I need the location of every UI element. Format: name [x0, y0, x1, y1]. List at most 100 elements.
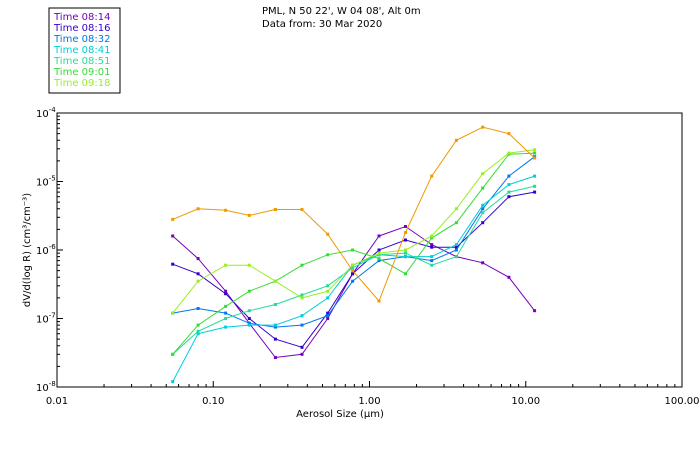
y-tick-exponent: -8 [49, 380, 56, 388]
data-point [273, 325, 277, 329]
series-line [172, 175, 535, 382]
legend-entry: Time 08:14 [53, 12, 110, 23]
data-point [430, 174, 434, 178]
y-tick-label: 10-4 [36, 106, 56, 120]
data-point [326, 314, 330, 318]
data-point [404, 251, 407, 255]
data-point [481, 261, 485, 265]
y-tick-mantissa: 10 [36, 246, 49, 257]
data-point [507, 275, 511, 279]
y-tick-exponent: -4 [49, 106, 57, 114]
data-point [507, 183, 511, 187]
data-point [273, 337, 277, 341]
data-point [300, 323, 304, 327]
data-point [247, 321, 251, 325]
x-tick-label: 0.10 [202, 396, 224, 407]
data-point [481, 186, 485, 190]
data-point [454, 221, 458, 225]
data-point [377, 299, 381, 303]
y-tick-label: 10-6 [36, 243, 56, 257]
data-point [481, 172, 485, 176]
data-point [404, 231, 407, 234]
data-point [247, 317, 251, 320]
data-point [481, 125, 485, 129]
y-tick-mantissa: 10 [36, 383, 49, 394]
y-tick-mantissa: 10 [36, 315, 49, 326]
x-tick-label: 0.01 [46, 396, 68, 407]
data-point [196, 329, 200, 333]
data-point [171, 352, 175, 356]
data-point [430, 236, 434, 240]
data-point [171, 380, 175, 384]
data-point [351, 263, 355, 267]
data-point [404, 225, 407, 228]
data-point [377, 251, 381, 255]
data-point [430, 234, 434, 238]
legend-entry: Time 09:01 [53, 67, 110, 78]
data-point [454, 243, 458, 247]
data-point [507, 190, 511, 194]
data-point [196, 279, 200, 283]
data-point [326, 289, 330, 293]
data-point [326, 311, 330, 315]
data-point [224, 292, 228, 296]
y-tick-label: 10-5 [36, 175, 56, 189]
data-point [481, 211, 485, 215]
legend-entry: Time 08:51 [53, 56, 110, 67]
data-point [507, 195, 511, 199]
data-point [377, 257, 381, 261]
series-line [172, 149, 535, 314]
data-point [300, 263, 304, 267]
data-point [196, 272, 200, 276]
y-tick-label: 10-8 [36, 380, 56, 394]
y-tick-exponent: -5 [49, 175, 56, 183]
data-point [224, 317, 228, 320]
y-tick-exponent: -6 [49, 243, 57, 251]
data-point [377, 248, 381, 252]
data-point [224, 311, 228, 315]
data-point [481, 221, 485, 225]
data-point [430, 245, 434, 249]
data-point [404, 272, 407, 276]
data-point [404, 248, 407, 252]
data-point [351, 272, 355, 276]
data-point [300, 208, 304, 211]
data-point [454, 248, 458, 252]
data-point [430, 263, 434, 267]
legend-entry: Time 09:18 [53, 78, 110, 89]
x-tick-label: 10.00 [511, 396, 540, 407]
chart-title: PML, N 50 22', W 04 08', Alt 0m [262, 6, 421, 17]
data-point [300, 352, 304, 356]
data-point [454, 207, 458, 211]
data-point [247, 309, 251, 313]
data-point [224, 304, 228, 308]
data-point [351, 279, 355, 283]
chart-subtitle: Data from: 30 Mar 2020 [262, 19, 382, 30]
data-point [507, 132, 511, 136]
data-point [171, 262, 175, 266]
data-point [247, 263, 251, 267]
data-point [196, 207, 200, 211]
data-point [351, 248, 355, 252]
x-axis-label: Aerosol Size (µm) [296, 409, 384, 420]
data-point [224, 325, 228, 329]
data-point [273, 208, 277, 211]
data-point [326, 317, 330, 320]
legend-entry: Time 08:16 [53, 23, 110, 34]
data-point [247, 289, 251, 293]
data-point [377, 259, 381, 263]
data-point [300, 293, 304, 297]
series-line [172, 156, 535, 328]
data-point [273, 323, 277, 327]
data-point [300, 296, 304, 300]
data-point [196, 323, 200, 327]
x-tick-label: 1.00 [358, 396, 380, 407]
data-point [533, 184, 537, 188]
data-point [171, 234, 175, 238]
legend-entry: Time 08:32 [53, 34, 110, 45]
data-point [377, 253, 381, 257]
data-point [171, 311, 175, 315]
data-point [247, 323, 251, 327]
